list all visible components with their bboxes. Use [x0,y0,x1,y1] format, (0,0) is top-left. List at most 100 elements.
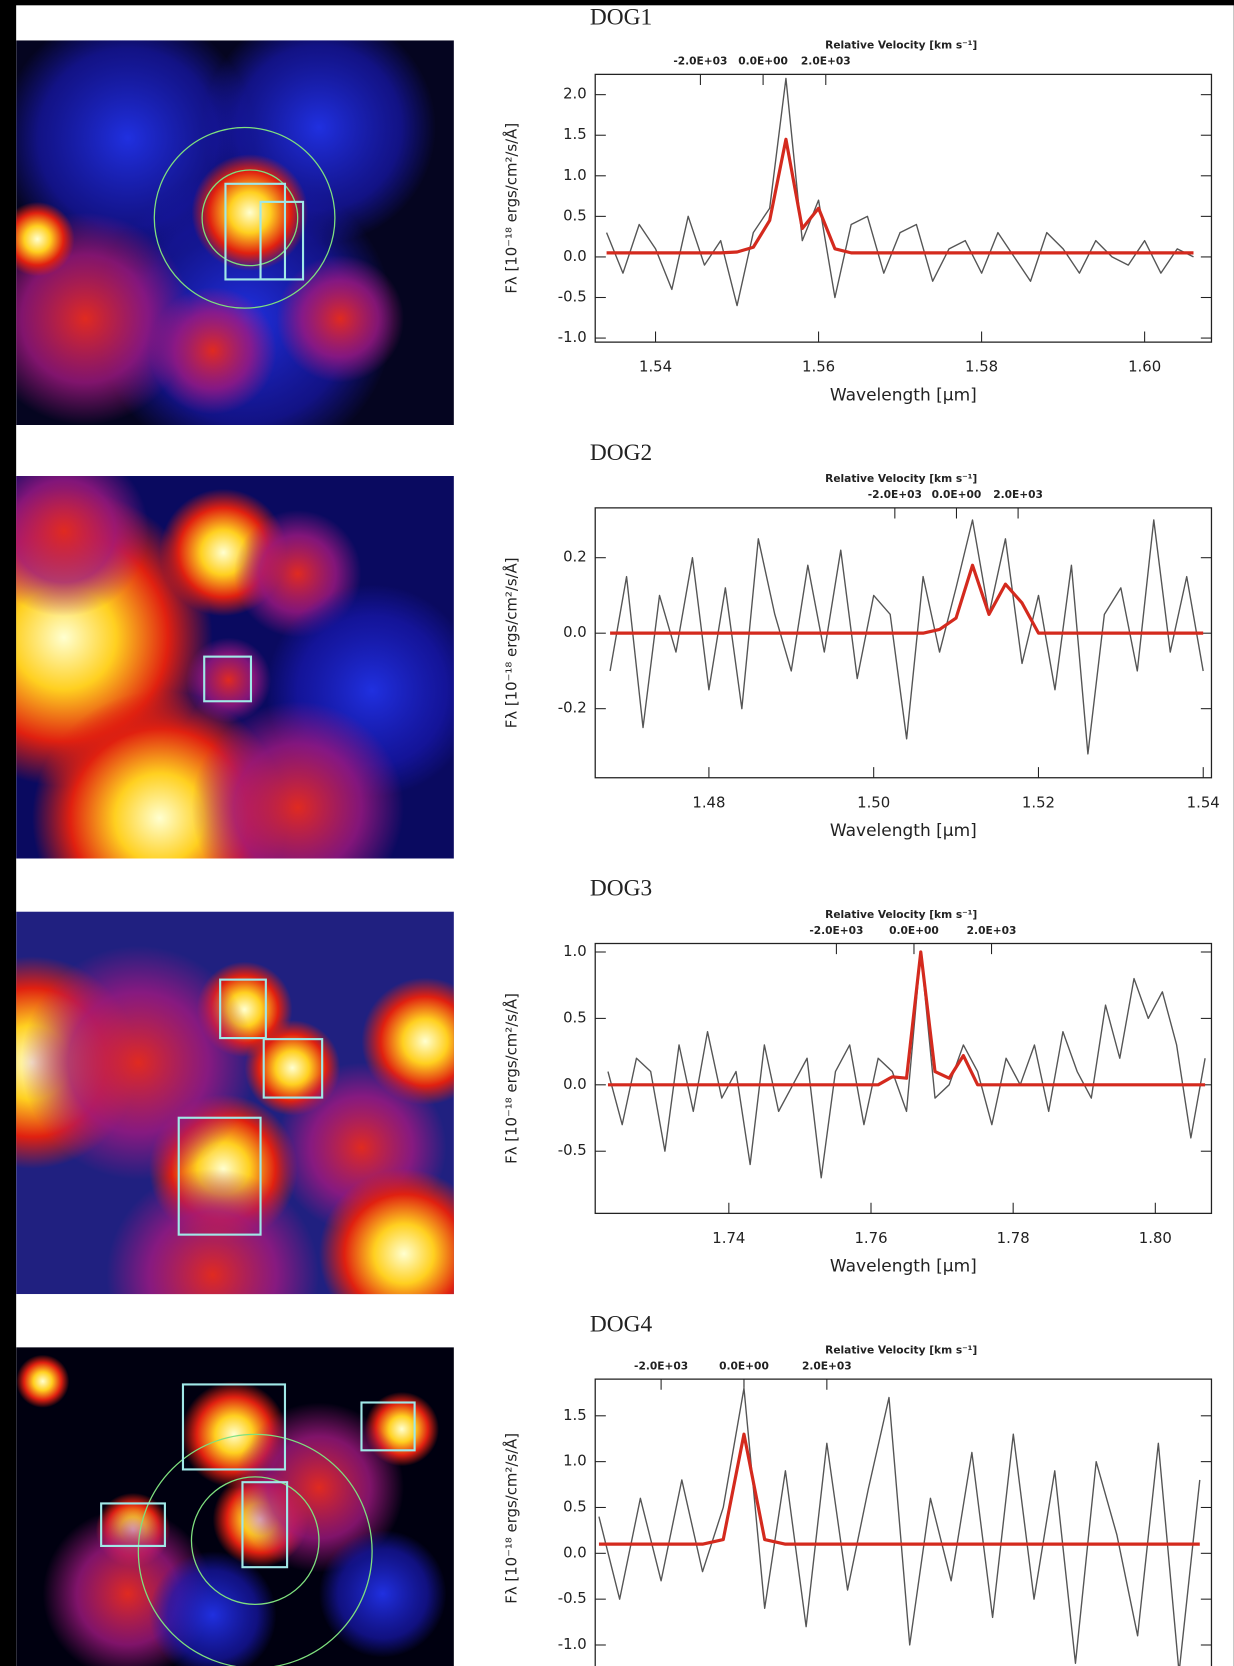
plot-frame [594,1378,1213,1666]
panel-content [16,1347,454,1666]
x-tick-label: 1.48 [692,793,725,811]
y-tick-label: 1.5 [563,125,587,143]
y-tick-label: -1.0 [558,328,587,346]
x-axis-label: Wavelength [μm] [830,821,977,841]
y-tick-label: 1.5 [563,1406,587,1424]
aperture-box [241,1481,289,1569]
image-panel [16,40,454,425]
x-tick-label: 1.76 [854,1229,887,1247]
contour [153,126,336,309]
aperture-box [360,1401,416,1452]
panel-content [16,40,454,425]
aperture-box [203,655,253,703]
x2-axis-label: Relative Velocity [km s⁻¹] [825,39,977,52]
emission-blob [148,286,277,415]
emission-blob [16,201,75,277]
y-tick-label: -0.2 [558,699,587,717]
chart-title: DOG4 [590,1311,653,1337]
emission-blob [191,154,309,271]
image-panels [16,40,454,1666]
emission-blob [191,701,404,859]
x2-tick-label: 2.0E+03 [993,488,1043,501]
fit-line [598,1432,1200,1546]
spectra: DOG1 Relative Velocity [km s⁻¹] Wavelength… [502,4,1220,1666]
emission-blob [21,945,256,1180]
spectrum-line [609,519,1204,755]
x2-tick-label: -2.0E+03 [868,488,922,501]
plot-frame [594,73,1213,343]
contour [137,1433,373,1666]
plot-area [609,519,1204,755]
y-tick-label: 0.0 [563,1075,587,1093]
y-tick-label: 0.0 [563,1543,587,1561]
plot-area [598,1387,1201,1666]
y-axis-label: Fλ [10⁻¹⁸ ergs/cm²/s/Å] [502,557,520,728]
image-panel [16,1347,454,1666]
y-axis-label: Fλ [10⁻¹⁸ ergs/cm²/s/Å] [502,1433,520,1604]
contour [190,1476,320,1606]
plot-frame [594,942,1213,1215]
spectrum-line [607,951,1206,1179]
x-tick-label: 1.58 [965,358,998,376]
plot-frame [594,507,1213,779]
x-axis-label: Wavelength [μm] [830,1257,977,1277]
x2-tick-label: -2.0E+03 [809,924,863,937]
x2-axis-label: Relative Velocity [km s⁻¹] [825,1343,977,1356]
aperture-box [181,1383,287,1471]
y-tick-label: -1.0 [558,1635,587,1653]
aperture-box [259,200,305,281]
chart-title: DOG3 [590,876,652,902]
y-axis-label: Fλ [10⁻¹⁸ ergs/cm²/s/Å] [502,123,520,294]
spectrum-line [605,77,1194,307]
spectrum-chart: DOG3 Relative Velocity [km s⁻¹] Wavelength… [502,876,1213,1277]
y-tick-label: 0.0 [563,247,587,265]
emission-blob [16,1354,70,1408]
y-tick-label: 1.0 [563,1452,587,1470]
emission-blob [148,1551,277,1666]
y-tick-label: 1.0 [563,166,587,184]
aperture-box [219,978,267,1040]
x-tick-label: 1.56 [802,358,835,376]
aperture-box [100,1502,166,1547]
x2-tick-label: 0.0E+00 [932,488,982,501]
x-tick-label: 1.50 [857,793,890,811]
x-axis-label: Wavelength [μm] [830,385,977,405]
emission-blob [318,1530,447,1658]
y-tick-label: -0.5 [558,1589,587,1607]
x-tick-label: 1.80 [1139,1229,1172,1247]
y-tick-label: -0.5 [558,1141,587,1159]
chart-title: DOG2 [590,440,652,466]
contour [201,169,299,267]
x2-tick-label: 0.0E+00 [889,924,939,937]
spectrum-line [598,1387,1201,1666]
x-tick-label: 1.74 [712,1229,745,1247]
fit-line [606,137,1194,255]
image-panel [16,911,454,1295]
x2-tick-label: -2.0E+03 [673,55,727,68]
spectrum-chart: DOG2 Relative Velocity [km s⁻¹] Wavelength… [502,440,1219,841]
x2-tick-label: 0.0E+00 [719,1359,769,1372]
plot-area [607,950,1206,1179]
spectrum-chart: DOG1 Relative Velocity [km s⁻¹] Wavelength… [502,4,1213,405]
aperture-box [224,182,287,281]
x-tick-label: 1.54 [1187,793,1220,811]
y-tick-label: 2.0 [563,85,587,103]
x2-tick-label: 2.0E+03 [967,924,1017,937]
y-tick-label: 0.0 [563,623,587,641]
emission-blob [16,476,149,617]
y-tick-label: -0.5 [558,288,587,306]
y-tick-label: 0.2 [563,548,587,566]
chart-title: DOG1 [590,4,652,30]
y-axis-label: Fλ [10⁻¹⁸ ergs/cm²/s/Å] [502,993,520,1164]
image-panel [16,476,454,859]
aperture-box [262,1038,324,1099]
panel-content [16,476,454,859]
spectrum-chart: DOG4 Relative Velocity [km s⁻¹] Fλ [10⁻¹⁸ … [502,1311,1213,1666]
fit-line [607,950,1206,1087]
panel-content [16,911,454,1295]
aperture-box [177,1116,262,1236]
x-tick-label: 1.60 [1128,358,1161,376]
x-tick-label: 1.52 [1022,793,1055,811]
emission-blob [276,255,404,383]
